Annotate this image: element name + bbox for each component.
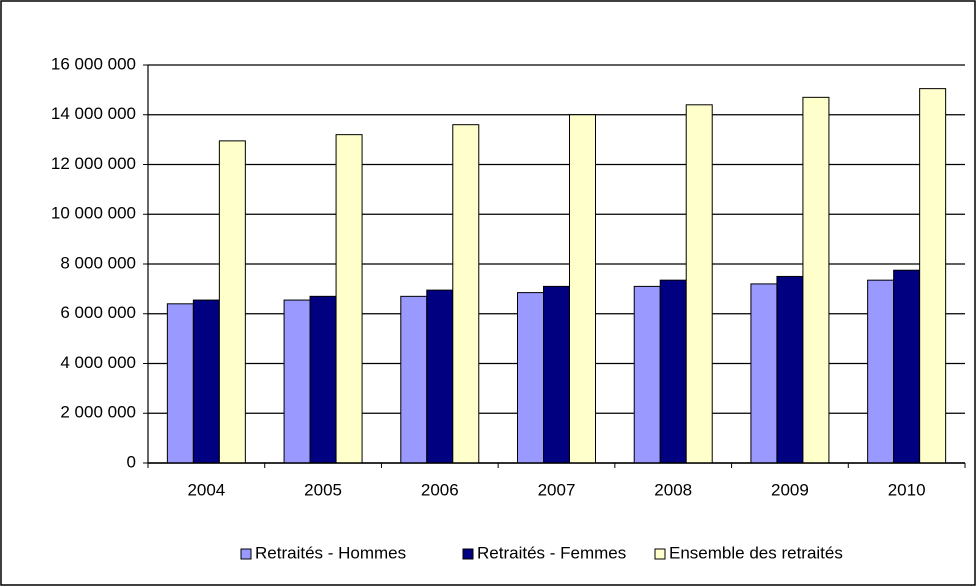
bar bbox=[192, 299, 220, 464]
x-tick-label: 2010 bbox=[888, 480, 926, 499]
legend-swatch bbox=[462, 548, 474, 560]
bar bbox=[335, 134, 363, 464]
legend-label: Ensemble des retraités bbox=[669, 543, 843, 562]
y-tick-label: 12 000 000 bbox=[51, 154, 136, 173]
bar bbox=[166, 303, 194, 464]
x-tick-label: 2006 bbox=[421, 480, 459, 499]
x-tick-label: 2005 bbox=[304, 480, 342, 499]
bar bbox=[633, 285, 661, 464]
y-tick-label: 4 000 000 bbox=[60, 353, 136, 372]
x-tick-label: 2004 bbox=[187, 480, 225, 499]
bar bbox=[400, 295, 428, 464]
bar bbox=[867, 279, 895, 464]
bar bbox=[659, 279, 687, 464]
legend-label: Retraités - Femmes bbox=[477, 543, 626, 562]
y-tick-label: 6 000 000 bbox=[60, 303, 136, 322]
bar bbox=[776, 275, 804, 464]
x-tick-label: 2007 bbox=[538, 480, 576, 499]
y-tick-label: 14 000 000 bbox=[51, 104, 136, 123]
y-tick-label: 2 000 000 bbox=[60, 403, 136, 422]
legend-swatch bbox=[654, 548, 666, 560]
legend-swatch bbox=[240, 548, 252, 560]
y-tick-label: 0 bbox=[127, 452, 136, 471]
y-tick-label: 10 000 000 bbox=[51, 204, 136, 223]
bar bbox=[309, 295, 337, 464]
x-tick-label: 2009 bbox=[771, 480, 809, 499]
bar bbox=[283, 299, 311, 464]
legend-label: Retraités - Hommes bbox=[255, 543, 406, 562]
bar bbox=[802, 96, 830, 464]
bar bbox=[750, 283, 778, 464]
bar bbox=[893, 269, 921, 464]
y-tick-label: 16 000 000 bbox=[51, 54, 136, 73]
bar bbox=[569, 114, 596, 464]
bar bbox=[919, 88, 947, 464]
bar bbox=[426, 289, 454, 464]
x-tick-label: 2008 bbox=[654, 480, 692, 499]
bar bbox=[685, 104, 713, 464]
y-tick-label: 8 000 000 bbox=[60, 253, 136, 272]
bar bbox=[452, 124, 480, 464]
bar bbox=[218, 140, 246, 464]
bar bbox=[517, 292, 544, 464]
bar bbox=[543, 285, 570, 464]
